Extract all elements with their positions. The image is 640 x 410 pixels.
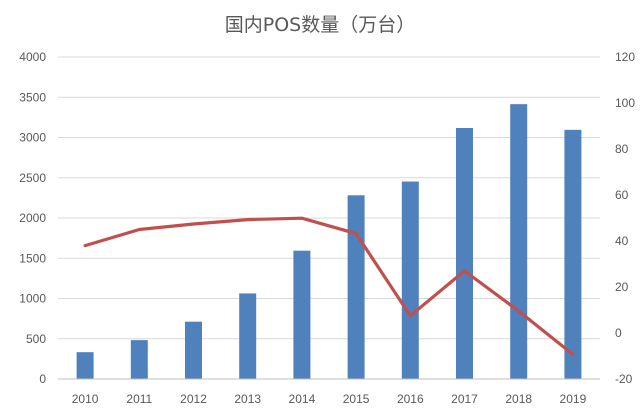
bar bbox=[347, 195, 365, 379]
right-tick-label: -20 bbox=[615, 372, 633, 386]
right-y-axis: -20 0 20 40 60 80 100 120 bbox=[615, 50, 635, 386]
right-tick-label: 20 bbox=[615, 280, 629, 294]
x-tick-label: 2013 bbox=[234, 392, 261, 406]
x-tick-label: 2017 bbox=[451, 392, 478, 406]
right-tick-label: 0 bbox=[615, 326, 622, 340]
left-tick-label: 3000 bbox=[19, 131, 46, 145]
x-tick-label: 2016 bbox=[397, 392, 424, 406]
right-tick-label: 60 bbox=[615, 188, 629, 202]
chart-title: 国内POS数量（万台） bbox=[225, 14, 415, 36]
bar bbox=[130, 340, 148, 379]
right-tick-label: 120 bbox=[615, 50, 635, 64]
left-tick-label: 4000 bbox=[19, 50, 46, 64]
x-tick-label: 2012 bbox=[180, 392, 207, 406]
bar-series bbox=[76, 104, 582, 379]
x-tick-label: 2015 bbox=[343, 392, 370, 406]
left-y-axis: 0 500 1000 1500 2000 2500 3000 3500 4000 bbox=[19, 50, 46, 386]
right-tick-label: 100 bbox=[615, 96, 635, 110]
bar bbox=[401, 181, 419, 379]
left-tick-label: 1500 bbox=[19, 251, 46, 265]
left-tick-label: 500 bbox=[26, 332, 46, 346]
bar bbox=[510, 104, 528, 379]
bar bbox=[456, 128, 473, 379]
x-axis: 2010 2011 2012 2013 2014 2015 2016 2017 2018 2019 bbox=[58, 378, 600, 406]
left-tick-label: 3500 bbox=[19, 90, 46, 104]
x-tick-label: 2018 bbox=[505, 392, 532, 406]
left-tick-label: 2500 bbox=[19, 171, 46, 185]
bar bbox=[239, 293, 257, 379]
bar bbox=[564, 129, 582, 379]
x-tick-label: 2010 bbox=[72, 392, 99, 406]
bar bbox=[185, 321, 202, 379]
x-tick-label: 2014 bbox=[289, 392, 316, 406]
line-series-path bbox=[83, 216, 575, 356]
line-series bbox=[83, 216, 575, 356]
right-tick-label: 40 bbox=[615, 234, 629, 248]
left-tick-label: 0 bbox=[39, 372, 46, 386]
bar bbox=[293, 250, 311, 379]
bar bbox=[76, 352, 94, 379]
left-tick-label: 2000 bbox=[19, 211, 46, 225]
x-tick-label: 2011 bbox=[126, 392, 152, 406]
x-tick-label: 2019 bbox=[560, 392, 587, 406]
right-tick-label: 80 bbox=[615, 142, 629, 156]
gridlines bbox=[58, 56, 600, 340]
left-tick-label: 1000 bbox=[19, 292, 46, 306]
